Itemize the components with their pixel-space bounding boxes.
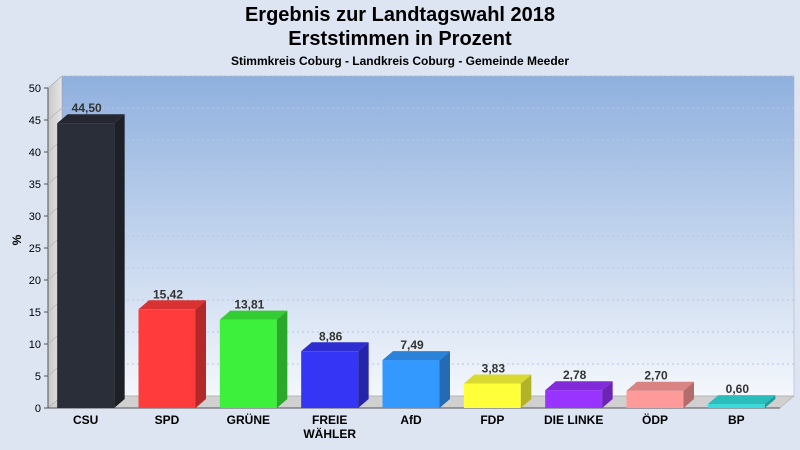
x-tick-label: DIE LINKE — [544, 413, 603, 427]
bar-front — [382, 360, 440, 408]
bar-side — [683, 381, 694, 408]
chart-subtitle: Erststimmen in Prozent — [288, 28, 512, 50]
y-tick-label: 20 — [29, 275, 41, 287]
data-label: 13,81 — [234, 298, 264, 312]
bar — [57, 114, 125, 408]
bar-front — [463, 383, 521, 408]
grid-line-diagonal — [47, 107, 63, 121]
bar-front — [219, 319, 277, 408]
x-tick-label: ÖDP — [642, 412, 668, 427]
x-tick-label: FDP — [480, 413, 504, 427]
bars: 44,50 15,42 13,81 8,86 7,49 3,83 2,78 2,70 0,60 — [57, 101, 776, 408]
bar-front — [707, 404, 765, 408]
y-tick-label: 45 — [29, 115, 41, 127]
x-tick-label: CSU — [73, 413, 98, 427]
bar-side — [114, 114, 125, 408]
bar-top — [626, 381, 694, 391]
data-label: 8,86 — [319, 329, 343, 343]
x-tick-label: AfD — [400, 413, 422, 427]
bar — [626, 381, 694, 408]
bar — [301, 342, 369, 408]
bar-front — [57, 123, 115, 408]
bar — [463, 374, 532, 408]
data-label: 0,60 — [726, 382, 750, 396]
bar-top — [545, 381, 613, 391]
bar — [545, 381, 613, 408]
bar-top — [382, 351, 450, 361]
y-tick-label: 15 — [29, 307, 41, 319]
bar-side — [195, 300, 206, 408]
data-label: 7,49 — [400, 338, 424, 352]
y-axis-label: % — [10, 234, 24, 245]
bar — [219, 310, 288, 408]
bar-top — [219, 310, 288, 320]
x-tick-label: FREIE — [312, 413, 347, 427]
bar-front — [301, 351, 359, 408]
data-label: 2,70 — [644, 369, 668, 383]
y-tick-label: 10 — [29, 339, 41, 351]
x-tick-label: GRÜNE — [227, 412, 270, 427]
chart-title: Ergebnis zur Landtagswahl 2018 — [244, 4, 556, 26]
x-tick-label: SPD — [155, 413, 180, 427]
data-label: 2,78 — [563, 368, 587, 382]
bar-top — [57, 114, 125, 124]
x-tick-label: BP — [728, 413, 745, 427]
bar — [138, 300, 206, 408]
bar-front — [545, 390, 603, 408]
y-tick-label: 25 — [29, 243, 41, 255]
bar-front — [138, 309, 196, 408]
data-label: 15,42 — [153, 287, 183, 301]
x-tick-label: WÄHLER — [303, 426, 356, 441]
grid-lines — [47, 75, 794, 377]
bar-side — [276, 310, 288, 408]
chart-caption: Stimmkreis Coburg - Landkreis Coburg - G… — [230, 54, 570, 68]
bar-side — [602, 381, 613, 408]
bar-top — [301, 342, 369, 352]
bar-side — [520, 374, 532, 408]
y-tick-label: 50 — [29, 83, 41, 95]
bar — [707, 395, 776, 408]
grid-line-diagonal — [47, 75, 63, 89]
bar — [382, 351, 450, 408]
bar-top — [707, 395, 776, 405]
y-tick-label: 0 — [35, 403, 41, 415]
y-tick-label: 40 — [29, 147, 41, 159]
y-axis: 0 5 10 15 20 25 30 35 40 45 50 — [29, 83, 48, 415]
bar-front — [626, 390, 684, 408]
data-label: 44,50 — [72, 101, 102, 115]
y-tick-label: 35 — [29, 179, 41, 191]
bar-side — [358, 342, 369, 408]
bar-top — [138, 300, 206, 310]
bar-top — [463, 374, 532, 384]
data-label: 3,83 — [482, 361, 506, 375]
bar-side — [764, 395, 776, 408]
bar-side — [439, 351, 450, 408]
y-tick-label: 30 — [29, 211, 41, 223]
y-tick-label: 5 — [35, 371, 41, 383]
